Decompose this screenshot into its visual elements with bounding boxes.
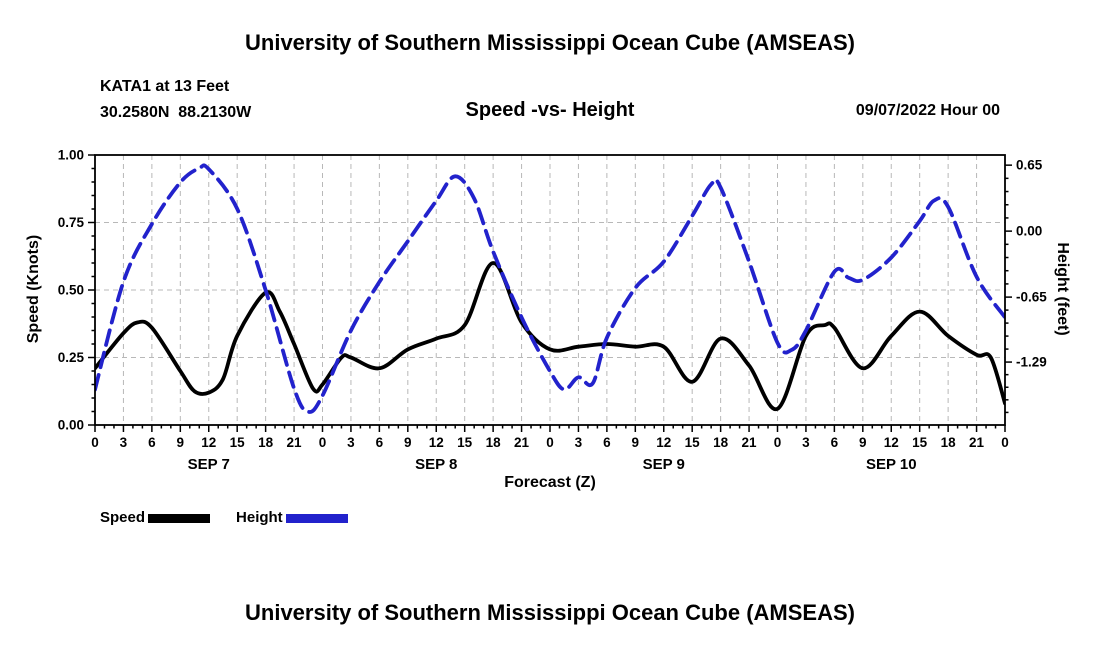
left-tick-label: 0.50 [58, 283, 84, 298]
day-label: SEP 10 [866, 456, 917, 473]
page-title: University of Southern Mississippi Ocean… [245, 30, 855, 55]
x-tick-label: 15 [912, 435, 928, 450]
x-tick-label: 12 [429, 435, 444, 450]
x-tick-label: 6 [603, 435, 611, 450]
legend-speed-swatch [148, 513, 211, 523]
speed-vs-height-chart: 0 3 6 9 12 15 18 21 0 3 6 9 12 15 18 21 0 3 6 9 12 15 18 21 0 3 6 9… [58, 148, 1048, 474]
legend-height-swatch [285, 513, 348, 523]
day-label: SEP 7 [188, 456, 230, 473]
x-tick-label: 12 [201, 435, 216, 450]
legend-speed-label: Speed [100, 509, 146, 526]
right-tick-label: 0.00 [1016, 224, 1042, 239]
x-tick-label: 6 [376, 435, 384, 450]
x-tick-label: 6 [831, 435, 839, 450]
right-tick-label: -1.29 [1016, 355, 1047, 370]
legend-height-label: Height [236, 509, 283, 526]
x-tick-label: 9 [859, 435, 867, 450]
x-tick-label: 6 [148, 435, 156, 450]
station-coordinates: 30.2580N 88.2130W [100, 104, 252, 121]
x-tick-label: 18 [713, 435, 729, 450]
x-axis-title: Forecast (Z) [504, 474, 596, 491]
x-tick-label: 0 [1001, 435, 1009, 450]
x-tick-label: 0 [546, 435, 554, 450]
speed-curve [95, 261, 1005, 411]
x-tick-label: 21 [287, 435, 303, 450]
x-tick-label: 3 [347, 435, 355, 450]
x-tick-label: 15 [685, 435, 701, 450]
left-axis-title: Speed (Knots) [25, 234, 42, 344]
right-axis-title: Height (feet) [1054, 242, 1071, 336]
left-tick-label: 1.00 [58, 148, 84, 163]
x-tick-label: 18 [486, 435, 502, 450]
x-tick-label: 3 [802, 435, 810, 450]
x-tick-label: 0 [91, 435, 99, 450]
x-tick-label: 21 [514, 435, 530, 450]
x-tick-label: 12 [656, 435, 671, 450]
right-tick-label: -0.65 [1016, 290, 1047, 305]
station-label: KATA1 at 13 Feet [100, 78, 230, 95]
x-tick-label: 9 [404, 435, 412, 450]
forecast-datetime: 09/07/2022 Hour 00 [855, 102, 1000, 119]
x-tick-label: 9 [177, 435, 185, 450]
day-label: SEP 9 [643, 456, 685, 473]
day-label: SEP 8 [415, 456, 457, 473]
second-page-title: University of Southern Mississippi Ocean… [245, 600, 855, 625]
left-tick-label: 0.75 [58, 215, 85, 230]
x-tick-label: 18 [941, 435, 957, 450]
x-tick-label: 0 [774, 435, 782, 450]
x-tick-label: 18 [258, 435, 274, 450]
left-tick-label: 0.00 [58, 418, 84, 433]
right-tick-label: 0.65 [1016, 158, 1043, 173]
x-tick-label: 15 [457, 435, 473, 450]
x-tick-label: 9 [632, 435, 640, 450]
left-tick-label: 0.25 [58, 350, 85, 365]
x-tick-label: 21 [742, 435, 758, 450]
x-tick-label: 3 [120, 435, 128, 450]
plot-title: Speed -vs- Height [465, 99, 635, 121]
height-curve [95, 163, 1005, 414]
x-tick-label: 12 [884, 435, 899, 450]
x-tick-label: 3 [575, 435, 583, 450]
x-tick-label: 21 [969, 435, 985, 450]
x-tick-label: 0 [319, 435, 327, 450]
legend: Speed Height [100, 509, 374, 526]
x-tick-label: 15 [230, 435, 246, 450]
